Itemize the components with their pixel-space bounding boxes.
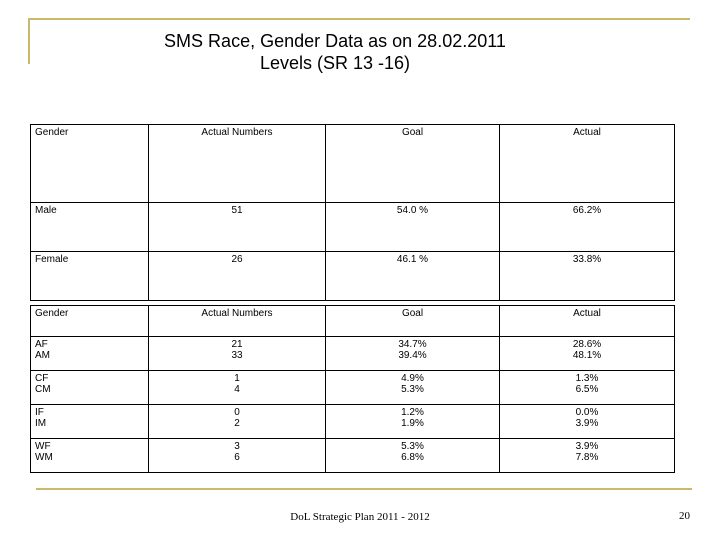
slide-top-rule	[28, 18, 690, 20]
header-gender: Gender	[30, 124, 149, 203]
cell-goal: 34.7% 39.4%	[325, 336, 500, 371]
table-row: Female 26 46.1 % 33.8%	[30, 251, 675, 301]
header-gender: Gender	[30, 305, 149, 337]
cell-actual: 28.6% 48.1%	[499, 336, 675, 371]
page-number: 20	[679, 510, 690, 522]
cell-goal: 54.0 %	[325, 202, 500, 252]
header-actual: Actual	[499, 124, 675, 203]
title-line-1: SMS Race, Gender Data as on 28.02.2011	[164, 31, 506, 51]
cell-actual: 3.9% 7.8%	[499, 438, 675, 473]
slide-left-rule	[28, 18, 30, 64]
cell-actual-numbers: 21 33	[148, 336, 326, 371]
table-row: Male 51 54.0 % 66.2%	[30, 202, 675, 252]
cell-goal: 46.1 %	[325, 251, 500, 301]
cell-actual-numbers: 51	[148, 202, 326, 252]
row-label: WF WM	[30, 438, 149, 473]
title-line-2: Levels (SR 13 -16)	[259, 53, 411, 73]
row-label: AF AM	[30, 336, 149, 371]
header-goal: Goal	[325, 124, 500, 203]
gender-summary-table: Gender Actual Numbers Goal Actual Male 5…	[30, 124, 675, 301]
cell-goal: 4.9% 5.3%	[325, 370, 500, 405]
row-label: IF IM	[30, 404, 149, 439]
cell-actual: 1.3% 6.5%	[499, 370, 675, 405]
cell-goal: 1.2% 1.9%	[325, 404, 500, 439]
table-header-row: Gender Actual Numbers Goal Actual	[30, 305, 675, 337]
row-label: Male	[30, 202, 149, 252]
cell-goal: 5.3% 6.8%	[325, 438, 500, 473]
slide-title: SMS Race, Gender Data as on 28.02.2011 L…	[0, 30, 670, 74]
race-gender-table: Gender Actual Numbers Goal Actual AF AM 2…	[30, 305, 675, 473]
header-actual: Actual	[499, 305, 675, 337]
cell-actual: 33.8%	[499, 251, 675, 301]
table-header-row: Gender Actual Numbers Goal Actual	[30, 124, 675, 203]
table-row: AF AM 21 33 34.7% 39.4% 28.6% 48.1%	[30, 336, 675, 371]
header-actual-numbers: Actual Numbers	[148, 305, 326, 337]
cell-actual-numbers: 26	[148, 251, 326, 301]
row-label: CF CM	[30, 370, 149, 405]
footer-rule	[36, 488, 692, 490]
footer-text: DoL Strategic Plan 2011 - 2012	[290, 511, 430, 523]
header-goal: Goal	[325, 305, 500, 337]
cell-actual: 66.2%	[499, 202, 675, 252]
row-label: Female	[30, 251, 149, 301]
header-actual-numbers: Actual Numbers	[148, 124, 326, 203]
cell-actual: 0.0% 3.9%	[499, 404, 675, 439]
